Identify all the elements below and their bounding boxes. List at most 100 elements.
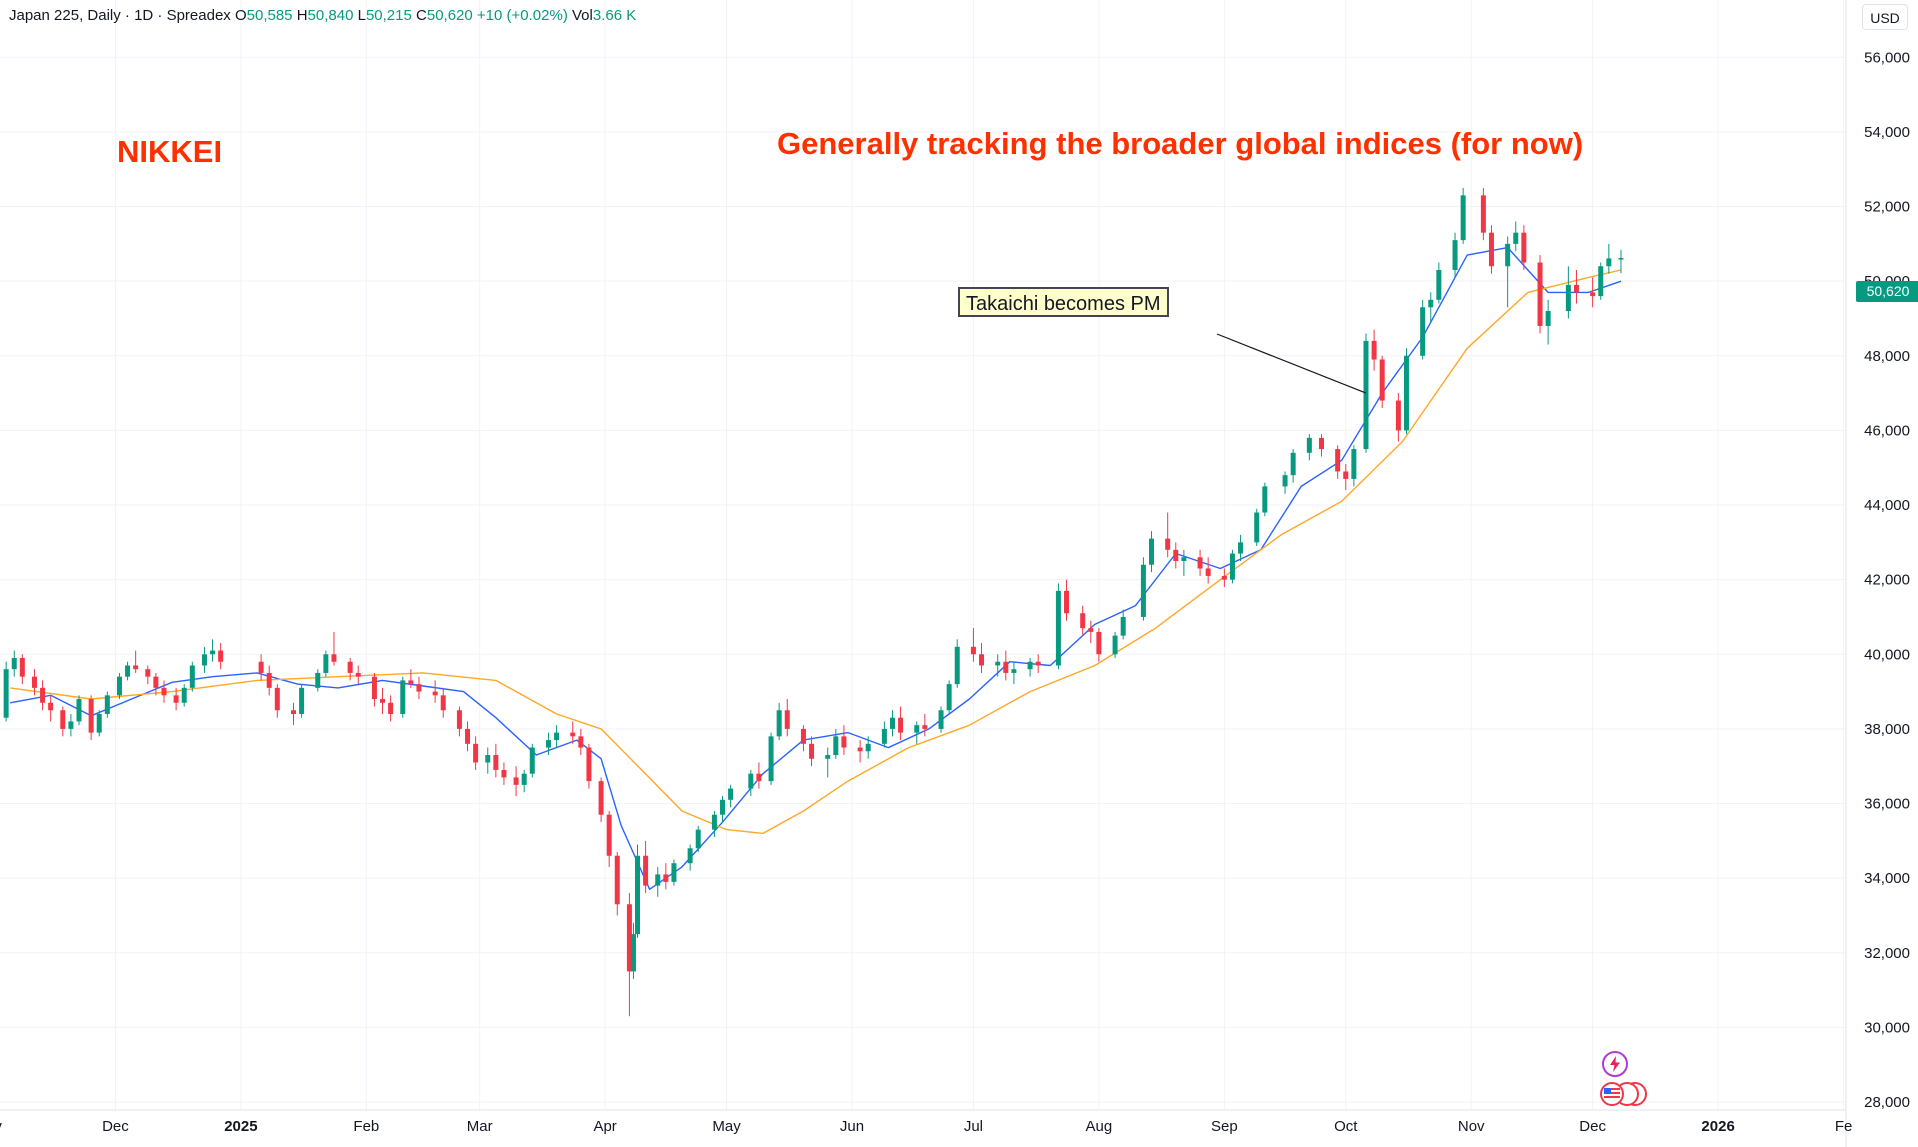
candle [784,699,790,737]
candle [521,769,527,793]
candle [671,859,677,886]
candle-body [1343,471,1349,479]
y-tick-label: 28,000 [1864,1094,1910,1111]
candle-body [606,814,612,856]
candle [1505,236,1511,308]
candle-body [258,661,264,673]
currency-button[interactable]: USD [1862,4,1908,30]
candle-body [756,773,762,782]
candle [1573,269,1579,304]
candle [1598,262,1604,300]
candle [1035,654,1041,673]
candle [857,740,863,763]
candle [946,680,952,714]
chart-annotation-left[interactable]: NIKKEI [117,134,223,169]
candle-body [687,848,693,864]
candle-body [1598,266,1604,297]
candle [315,669,321,692]
x-tick-label: Dec [102,1118,129,1135]
candle-body [31,676,37,688]
grid [0,0,1846,1110]
candle [1335,445,1341,479]
candle [663,863,669,890]
vol-value: 3.66 K [592,7,637,24]
candle [1140,557,1146,621]
candle [748,769,754,797]
candle [979,643,985,673]
candle-body [946,684,952,711]
candle [76,695,82,726]
candle-body [586,747,592,782]
candle [614,852,620,916]
x-tick-label: Sep [1211,1118,1238,1135]
candle [1379,355,1385,409]
candle [1055,583,1061,670]
candle [173,687,179,711]
candle-body [465,728,471,744]
x-tick-label: Apr [593,1118,616,1135]
candle [687,844,693,871]
candles [3,187,1624,1017]
y-tick-label: 52,000 [1864,199,1910,216]
candle-body [578,736,584,748]
candle-body [380,699,386,703]
candle-body [719,799,725,815]
time-axis[interactable]: ov Dec 2025 Feb Mar Apr May Jun Jul Aug Sep Oct Nov D… [0,1118,1852,1135]
candle-body [218,650,224,662]
lightning-icon[interactable] [1601,1050,1629,1078]
x-tick-label: May [712,1118,741,1135]
candle [513,766,519,797]
candle [776,702,782,741]
candle [1606,243,1612,274]
candle-body [671,863,677,882]
candle-body [1565,284,1571,312]
candle [19,654,25,685]
y-tick-label: 34,000 [1864,870,1910,887]
chart-annotation-right[interactable]: Generally tracking the broader global in… [777,126,1584,161]
candle [266,665,272,696]
candle-body [663,874,669,882]
candle [96,710,102,737]
x-tick-label: Feb [353,1118,379,1135]
candle [1011,661,1017,685]
candle-body [1149,538,1155,565]
flag-stack-icon[interactable] [1599,1081,1649,1107]
candle-body [1229,553,1235,580]
candle [554,725,560,748]
candle [323,650,329,677]
candle-body [1306,437,1312,453]
candle-body [408,680,414,685]
candle-body [1197,557,1203,569]
candle [60,706,66,737]
candle-body [570,732,576,737]
candle [586,743,592,789]
callout-box[interactable]: Takaichi becomes PM [958,287,1169,317]
candle-body [857,747,863,752]
candle [1262,482,1268,517]
candle [889,710,895,737]
candle [493,743,499,778]
candle [1254,508,1260,547]
candle [898,706,904,741]
candle-body [1395,400,1401,431]
y-tick-label: 40,000 [1864,646,1910,663]
candle-body [1027,661,1033,670]
candle-body [88,699,94,733]
candle-body [865,743,871,752]
candle [1618,249,1624,274]
candle [1096,628,1102,662]
candle-body [545,740,551,748]
candle-body [60,710,66,729]
candle [1452,232,1458,278]
candle-body [728,788,734,800]
candle-body [104,695,110,714]
candle-body [133,665,139,670]
candle-body [655,874,661,886]
candle [1460,187,1466,244]
price-axis[interactable]: 28,000 30,000 32,000 34,000 36,000 38,000 40,0… [1864,49,1910,1111]
candle [1480,187,1486,241]
candle-body [76,699,82,722]
candle [1537,255,1543,334]
